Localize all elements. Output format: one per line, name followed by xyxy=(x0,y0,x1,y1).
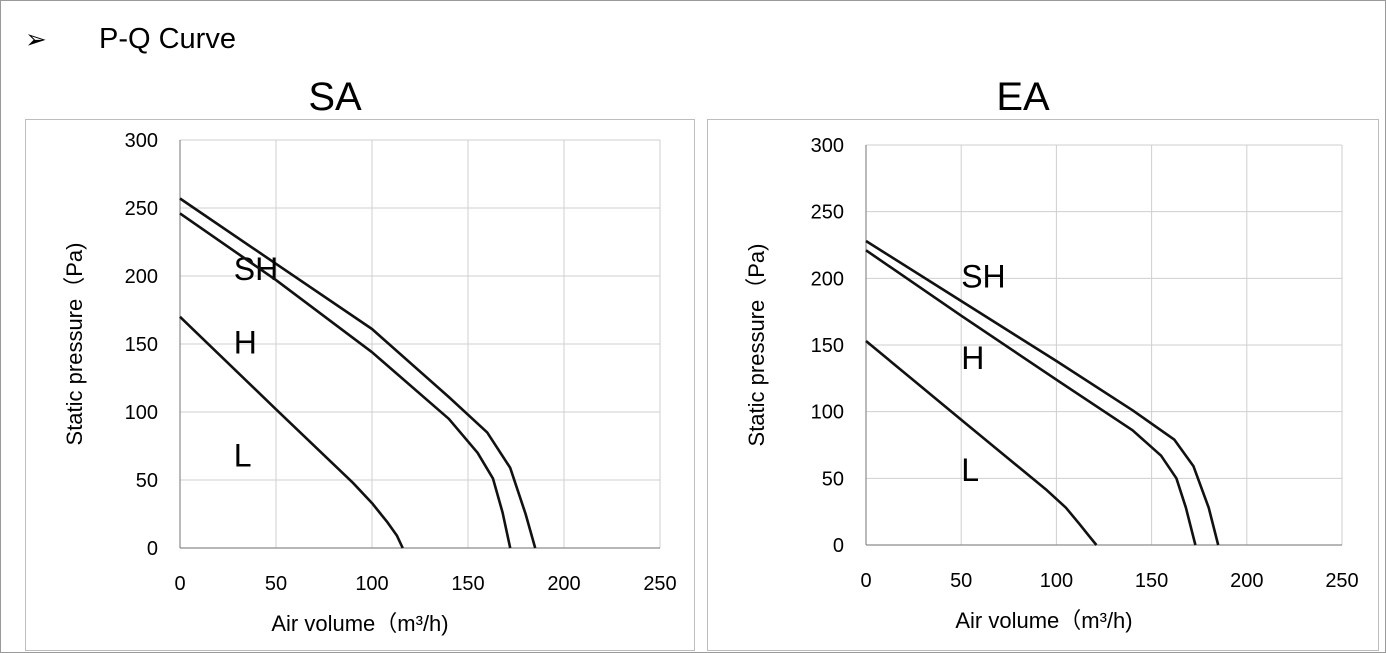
chart-panel-sa: 0 50 100 150 200 250 0 50 100 150 200 250 300 Air vol… xyxy=(25,119,695,651)
series-label-h: H xyxy=(234,325,257,361)
y-axis-label: Static pressure（Pa) xyxy=(744,244,769,447)
x-tick-label: 200 xyxy=(1230,570,1263,592)
x-tick-label: 150 xyxy=(1135,570,1168,592)
x-tick-label: 50 xyxy=(950,570,972,592)
y-tick-label: 300 xyxy=(811,135,844,157)
x-tick-label: 50 xyxy=(265,573,287,595)
series-line-sh xyxy=(865,239,1220,546)
section-header: ➢ P-Q Curve xyxy=(25,19,236,59)
chart-ea: 0 50 100 150 200 250 0 50 100 150 200 250 300 Air vol… xyxy=(744,135,1359,633)
y-tick-label: 300 xyxy=(125,130,158,152)
chart-sa: 0 50 100 150 200 250 0 50 100 150 200 250 300 Air vol… xyxy=(62,130,677,636)
x-tick-label: 100 xyxy=(355,573,388,595)
x-tick-label: 0 xyxy=(860,570,871,592)
y-tick-label: 50 xyxy=(822,468,844,490)
series-label-sh: SH xyxy=(961,259,1005,295)
y-tick-label: 150 xyxy=(811,335,844,357)
x-axis-label: Air volume（m³/h) xyxy=(271,611,448,636)
series-label-l: L xyxy=(961,452,979,488)
section-title: P-Q Curve xyxy=(99,22,236,55)
y-tick-label: 50 xyxy=(136,470,158,492)
x-tick-label: 150 xyxy=(451,573,484,595)
y-tick-label: 100 xyxy=(125,402,158,424)
chart-panel-ea: 0 50 100 150 200 250 0 50 100 150 200 250 300 Air vol… xyxy=(707,119,1379,651)
y-tick-label: 200 xyxy=(811,268,844,290)
arrow-bullet-icon: ➢ xyxy=(25,23,47,54)
series-line-h xyxy=(865,249,1197,546)
series-label-h: H xyxy=(961,340,984,376)
x-tick-label: 250 xyxy=(643,573,676,595)
y-axis-label: Static pressure（Pa) xyxy=(62,243,87,446)
x-tick-label: 250 xyxy=(1325,570,1358,592)
y-tick-label: 0 xyxy=(833,535,844,557)
x-tick-label: 200 xyxy=(547,573,580,595)
y-tick-label: 100 xyxy=(811,402,844,424)
series-line-h xyxy=(179,212,512,549)
series-line-l xyxy=(865,339,1098,546)
y-tick-label: 250 xyxy=(125,198,158,220)
chart-title-ea: EA xyxy=(996,75,1050,119)
y-tick-label: 250 xyxy=(811,202,844,224)
series-line-sh xyxy=(179,197,537,549)
y-tick-label: 150 xyxy=(125,334,158,356)
y-tick-label: 200 xyxy=(125,266,158,288)
series-line-l xyxy=(179,315,404,549)
y-tick-label: 0 xyxy=(147,538,158,560)
x-axis-label: Air volume（m³/h) xyxy=(955,608,1132,633)
x-tick-label: 100 xyxy=(1040,570,1073,592)
chart-title-sa: SA xyxy=(308,75,362,119)
series-label-l: L xyxy=(234,437,252,473)
x-tick-label: 0 xyxy=(174,573,185,595)
